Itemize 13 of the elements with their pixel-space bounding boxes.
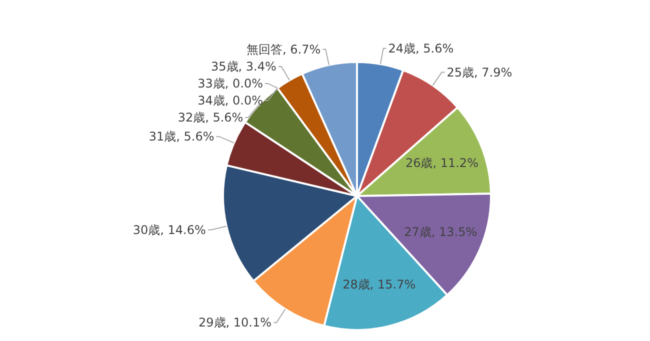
legend-label: 34歳, 0.0% [198,93,263,108]
legend-label: 33歳, 0.0% [198,76,263,90]
slice-label: 30歳, 14.6% [132,222,206,237]
slice-label: 24歳, 5.6% [388,41,454,56]
slice-label: 35歳, 3.4% [210,59,276,74]
slice-label: 25歳, 7.9% [446,65,512,80]
slice-label: 27歳, 13.5% [404,225,478,240]
slice-label: 29歳, 10.1% [198,316,272,330]
slice-label: 32歳, 5.6% [178,110,244,124]
slice-label: 無回答, 6.7% [246,42,321,56]
slice-label: 28歳, 15.7% [342,277,416,292]
slice-label: 26歳, 11.2% [405,156,478,170]
slice-label: 31歳, 5.6% [148,130,214,144]
